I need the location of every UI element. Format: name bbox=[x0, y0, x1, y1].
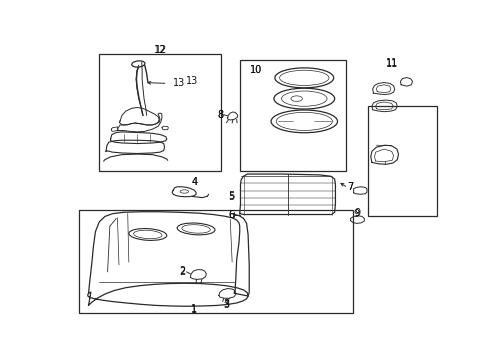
Ellipse shape bbox=[134, 230, 162, 239]
Bar bbox=[79, 210, 353, 314]
Text: 9: 9 bbox=[354, 209, 360, 219]
Text: 4: 4 bbox=[191, 177, 197, 187]
Bar bbox=[99, 54, 221, 171]
Text: 6: 6 bbox=[228, 210, 234, 220]
Text: 10: 10 bbox=[250, 64, 262, 75]
Ellipse shape bbox=[177, 223, 215, 235]
Text: 12: 12 bbox=[155, 45, 168, 55]
Ellipse shape bbox=[129, 229, 167, 240]
Text: 8: 8 bbox=[217, 110, 223, 120]
Text: 1: 1 bbox=[191, 305, 197, 315]
Ellipse shape bbox=[276, 112, 332, 130]
Text: 6: 6 bbox=[228, 210, 234, 220]
Text: 13: 13 bbox=[186, 76, 198, 86]
Ellipse shape bbox=[280, 70, 329, 85]
Text: 4: 4 bbox=[192, 177, 198, 187]
Ellipse shape bbox=[182, 225, 210, 233]
Text: 1: 1 bbox=[191, 304, 197, 314]
Ellipse shape bbox=[281, 91, 327, 106]
Ellipse shape bbox=[291, 96, 302, 102]
Text: 12: 12 bbox=[154, 45, 166, 55]
Text: 11: 11 bbox=[386, 58, 398, 68]
Text: 2: 2 bbox=[180, 267, 186, 277]
Ellipse shape bbox=[271, 110, 338, 133]
Text: 9: 9 bbox=[354, 208, 361, 218]
Text: 3: 3 bbox=[223, 299, 229, 309]
Text: 7: 7 bbox=[347, 183, 353, 192]
Text: 7: 7 bbox=[347, 182, 354, 192]
Ellipse shape bbox=[275, 68, 334, 88]
Ellipse shape bbox=[132, 61, 145, 67]
Text: 5: 5 bbox=[228, 192, 235, 202]
Bar bbox=[368, 105, 437, 216]
Text: 2: 2 bbox=[179, 266, 185, 276]
Text: 8: 8 bbox=[217, 110, 223, 120]
Ellipse shape bbox=[274, 88, 335, 109]
Text: 10: 10 bbox=[249, 64, 262, 75]
Text: 11: 11 bbox=[386, 59, 398, 69]
Text: 13: 13 bbox=[173, 78, 185, 89]
Bar bbox=[240, 60, 346, 171]
Text: 3: 3 bbox=[224, 300, 230, 310]
Ellipse shape bbox=[180, 190, 189, 193]
Text: 5: 5 bbox=[228, 191, 235, 201]
